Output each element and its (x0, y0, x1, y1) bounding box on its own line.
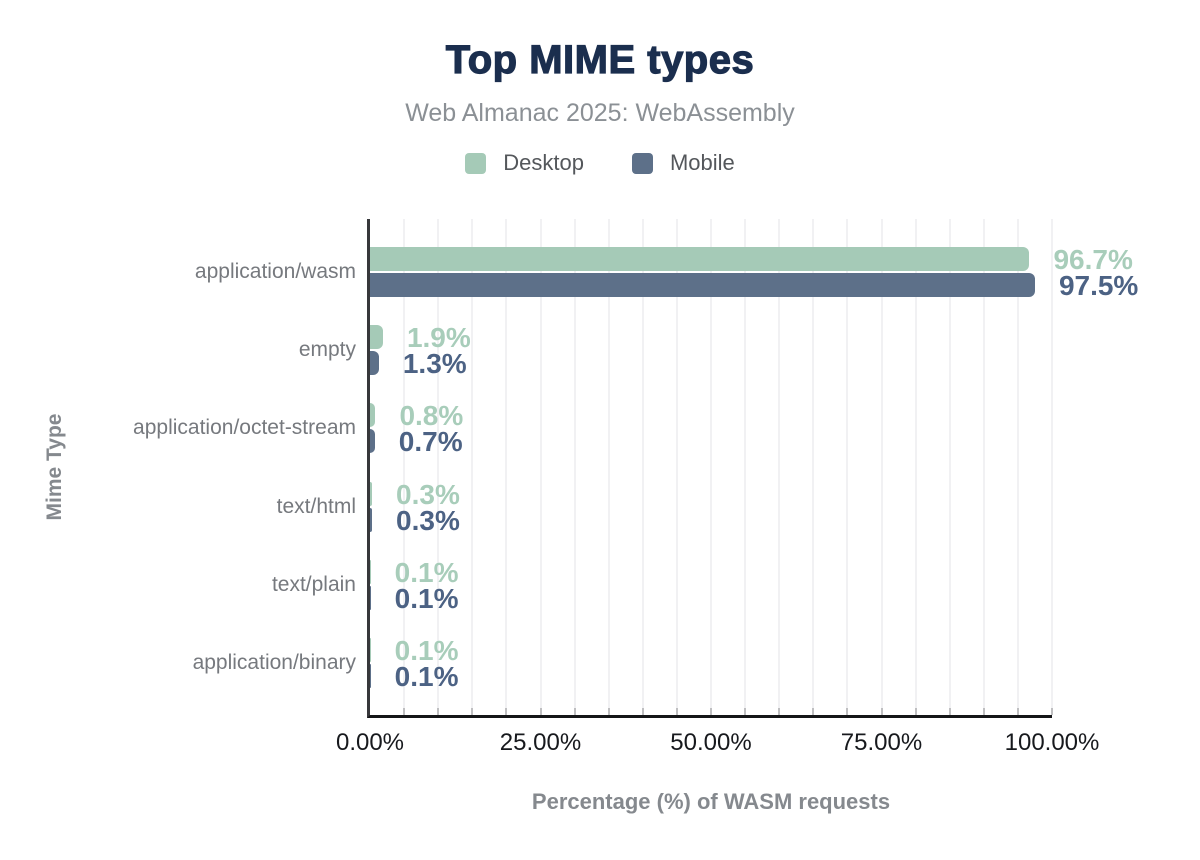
gridline (437, 219, 440, 715)
chart-title: Top MIME types (445, 37, 755, 82)
mobile-value-label: 0.3% (396, 504, 460, 536)
x-axis-tick-label: 100.00% (1004, 729, 1100, 756)
mobile-bar[interactable] (370, 507, 373, 532)
gridline (471, 219, 474, 715)
axis-tick-mark (914, 708, 917, 715)
mobile-bar[interactable] (370, 585, 371, 610)
gridline (982, 219, 985, 715)
mobile-value-label: 97.5% (1058, 270, 1139, 301)
axis-tick-mark (437, 708, 440, 715)
mobile-bar[interactable] (370, 273, 1035, 297)
category-label: empty (298, 338, 356, 362)
category-row: empty 1.9% 1.3% (299, 311, 1052, 389)
gridline (1051, 219, 1053, 715)
mobile-value-label: 0.7% (398, 426, 463, 458)
axis-tick-mark (471, 708, 474, 715)
category-label: application/binary (192, 651, 356, 675)
category-label: application/wasm (194, 260, 356, 284)
x-axis-tick-label: 50.00% (670, 729, 752, 756)
axis-tick-mark (778, 708, 781, 715)
x-axis-tick-label: 25.00% (499, 729, 582, 756)
gridline (1016, 219, 1019, 715)
gridline (846, 219, 849, 715)
desktop-value-label: 0.1% (394, 635, 459, 666)
legend-swatch-desktop (465, 152, 487, 174)
mobile-value-label: 0.1% (394, 582, 459, 614)
category-row: application/binary 0.1% 0.1% (193, 624, 1052, 702)
gridline (573, 219, 576, 715)
gridline (607, 219, 610, 715)
mobile-value-label: 1.3% (402, 348, 467, 380)
category-row: text/html 0.3% 0.3% (277, 468, 1052, 546)
gridline (403, 219, 406, 715)
axis-tick-mark (573, 708, 576, 715)
gridline (880, 219, 883, 715)
x-axis-tick-label: 0.00% (335, 729, 405, 756)
legend-item-mobile[interactable]: Mobile (631, 150, 735, 176)
axis-tick-mark (744, 708, 747, 715)
desktop-value-label: 1.9% (406, 322, 471, 354)
desktop-value-label: 0.3% (396, 478, 460, 510)
axis-tick-mark (539, 708, 542, 715)
axis-tick-mark (1051, 708, 1053, 715)
desktop-bar[interactable] (370, 403, 376, 428)
gridline (812, 219, 815, 715)
axis-tick-mark (880, 708, 883, 715)
desktop-value-label: 96.7% (1053, 244, 1133, 275)
category-row: text/plain 0.1% 0.1% (272, 546, 1052, 624)
legend-swatch-mobile (631, 152, 653, 174)
gridline (744, 219, 747, 715)
axis-tick-mark (948, 708, 951, 715)
x-axis-tick-labels: 0.00% 25.00% 50.00% 75.00% 100.00% (336, 729, 1099, 759)
gridline (641, 219, 644, 715)
desktop-bar[interactable] (370, 247, 1030, 271)
gridline (505, 219, 508, 715)
legend-item-desktop[interactable]: Desktop (465, 150, 584, 176)
mobile-value-label: 0.1% (394, 661, 459, 692)
axis-tick-mark (846, 708, 849, 715)
desktop-value-label: 0.1% (394, 556, 459, 588)
mobile-bar[interactable] (370, 429, 375, 454)
x-axis-tick-label: 75.00% (840, 729, 923, 756)
gridline (778, 219, 781, 715)
category-row: application/wasm 96.7% 97.5% (195, 233, 1138, 311)
legend-label: Mobile (669, 150, 735, 175)
desktop-bar[interactable] (370, 481, 373, 506)
axis-tick-mark (812, 708, 815, 715)
gridline (675, 219, 678, 715)
axis-tick-mark (982, 708, 985, 715)
gridline (948, 219, 951, 715)
category-label: application/octet-stream (133, 416, 356, 440)
desktop-bar[interactable] (370, 638, 371, 662)
axis-tick-mark (1016, 708, 1019, 715)
desktop-bar[interactable] (370, 325, 383, 350)
axis-tick-mark (675, 708, 678, 715)
gridline (539, 219, 542, 715)
category-label: text/html (276, 494, 356, 518)
desktop-bar[interactable] (370, 559, 371, 584)
gridline (710, 219, 712, 715)
x-axis-title: Percentage (%) of WASM requests (531, 789, 891, 814)
category-row: application/octet-stream 0.8% 0.7% (133, 389, 1052, 467)
chart-subtitle: Web Almanac 2025: WebAssembly (405, 99, 795, 127)
axis-tick-mark (641, 708, 644, 715)
legend-label: Desktop (503, 150, 584, 175)
desktop-value-label: 0.8% (399, 400, 464, 432)
category-label: text/plain (271, 572, 356, 596)
gridline (914, 219, 917, 715)
plot-area: application/wasm 96.7% 97.5% empty 1.9% 1.3% a… (133, 219, 1138, 718)
mobile-bar[interactable] (370, 664, 371, 688)
mobile-bar[interactable] (370, 351, 379, 376)
axis-tick-mark (710, 708, 712, 715)
axis-tick-mark (505, 708, 508, 715)
legend: Desktop Mobile (0, 150, 1200, 176)
axis-tick-mark (403, 708, 406, 715)
axis-tick-mark (607, 708, 610, 715)
